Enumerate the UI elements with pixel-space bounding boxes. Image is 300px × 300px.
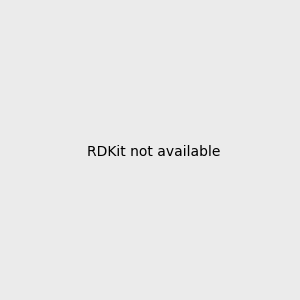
Text: RDKit not available: RDKit not available: [87, 145, 220, 158]
